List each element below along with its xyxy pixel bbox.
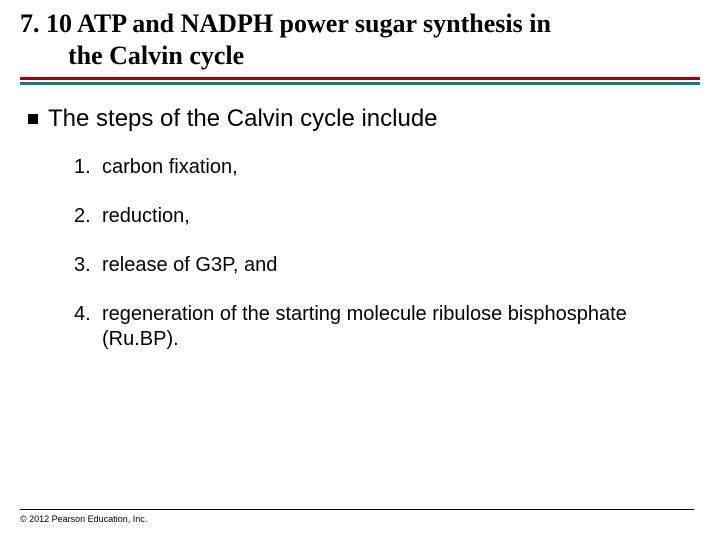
rule-red [20,77,700,80]
title-line-2: the Calvin cycle [20,40,700,72]
slide: 7. 10 ATP and NADPH power sugar synthesi… [0,0,720,540]
rule-teal [20,82,700,85]
list-item: release of G3P, and [74,253,692,278]
title-underline [20,77,700,85]
main-bullet: The steps of the Calvin cycle include [28,105,692,133]
slide-title: 7. 10 ATP and NADPH power sugar synthesi… [20,8,700,71]
step-text: carbon fixation, [102,155,238,180]
step-text: release of G3P, and [102,253,277,278]
list-item: carbon fixation, [74,155,692,180]
steps-list: carbon fixation, reduction, release of G… [28,155,692,352]
copyright-text: © 2012 Pearson Education, Inc. [20,514,694,524]
title-block: 7. 10 ATP and NADPH power sugar synthesi… [20,8,700,91]
list-item: reduction, [74,204,692,229]
slide-body: The steps of the Calvin cycle include ca… [20,105,700,352]
step-text: regeneration of the starting molecule ri… [102,302,692,352]
bullet-square-icon [28,114,38,124]
step-text: reduction, [102,204,190,229]
list-item: regeneration of the starting molecule ri… [74,302,692,352]
main-bullet-text: The steps of the Calvin cycle include [48,105,438,133]
footer-rule [20,509,694,510]
title-line-1: 7. 10 ATP and NADPH power sugar synthesi… [20,8,700,40]
footer: © 2012 Pearson Education, Inc. [20,509,694,524]
